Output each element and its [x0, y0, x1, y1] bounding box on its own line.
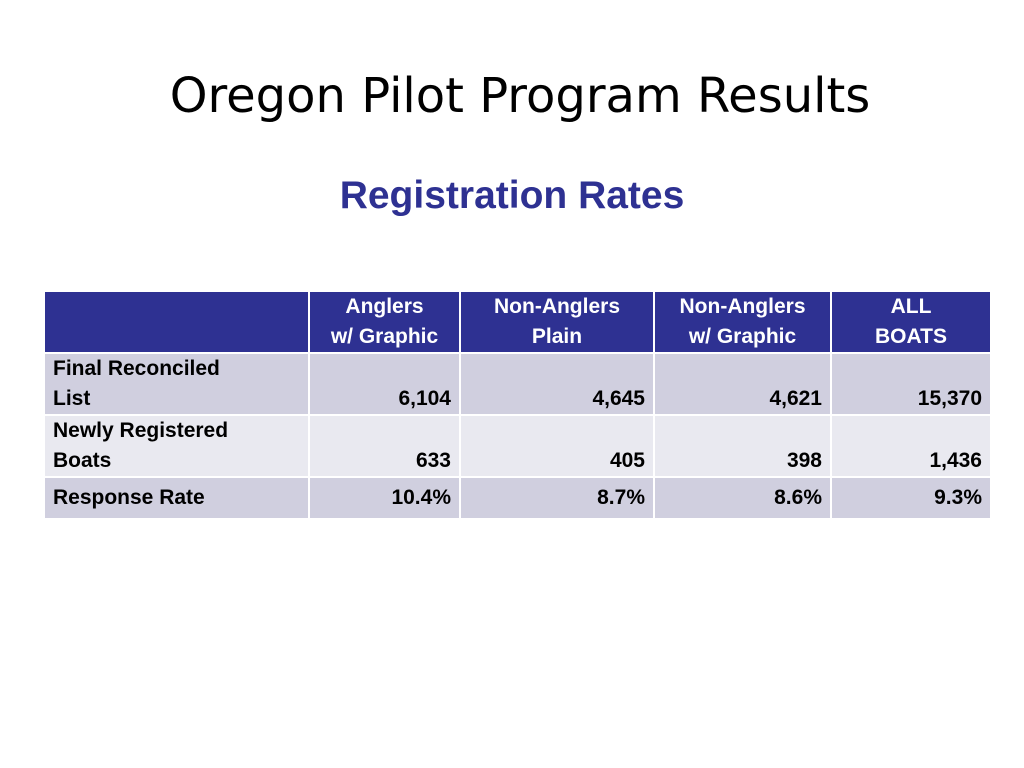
table-cell: 8.6%	[653, 476, 832, 520]
header-line: Non-Anglers	[494, 295, 620, 318]
row-label-line: Response Rate	[53, 486, 205, 509]
table-cell: 4,621	[653, 352, 832, 416]
row-label: Final Reconciled List	[43, 352, 310, 416]
row-label-line: Final Reconciled	[53, 357, 220, 380]
header-line: BOATS	[875, 325, 947, 348]
table-row-newly-registered-boats: Newly Registered Boats 633 405 398 1,436	[43, 414, 992, 478]
registration-rates-table: Anglers w/ Graphic Non-Anglers Plain Non…	[43, 290, 992, 520]
table-row-final-reconciled-list: Final Reconciled List 6,104 4,645 4,621 …	[43, 352, 992, 416]
row-label-line: List	[53, 387, 91, 410]
row-label: Newly Registered Boats	[43, 414, 310, 478]
header-cell-non-anglers-graphic: Non-Anglers w/ Graphic	[653, 290, 832, 354]
table-cell: 8.7%	[459, 476, 655, 520]
table-cell: 1,436	[830, 414, 992, 478]
slide-subtitle: Registration Rates	[339, 174, 685, 217]
table-cell: 9.3%	[830, 476, 992, 520]
table-cell: 6,104	[308, 352, 461, 416]
table-row-response-rate: Response Rate 10.4% 8.7% 8.6% 9.3%	[43, 476, 992, 520]
header-cell-all-boats: ALL BOATS	[830, 290, 992, 354]
header-line: w/ Graphic	[688, 325, 797, 348]
header-cell-anglers-graphic: Anglers w/ Graphic	[308, 290, 461, 354]
header-cell-blank	[43, 290, 310, 354]
table-cell: 10.4%	[308, 476, 461, 520]
header-line: w/ Graphic	[330, 325, 439, 348]
header-line: ALL	[890, 295, 932, 318]
table-cell: 398	[653, 414, 832, 478]
row-label: Response Rate	[43, 476, 310, 520]
table-cell: 633	[308, 414, 461, 478]
table-cell: 15,370	[830, 352, 992, 416]
slide-title: Oregon Pilot Program Results	[169, 68, 871, 124]
row-label-line: Newly Registered	[53, 419, 229, 442]
header-line: Plain	[531, 325, 583, 348]
row-label-line: Boats	[53, 449, 112, 472]
table-header-row: Anglers w/ Graphic Non-Anglers Plain Non…	[43, 290, 992, 354]
header-line: Anglers	[345, 295, 424, 318]
header-line: Non-Anglers	[679, 295, 806, 318]
header-cell-non-anglers-plain: Non-Anglers Plain	[459, 290, 655, 354]
table-cell: 405	[459, 414, 655, 478]
table-cell: 4,645	[459, 352, 655, 416]
